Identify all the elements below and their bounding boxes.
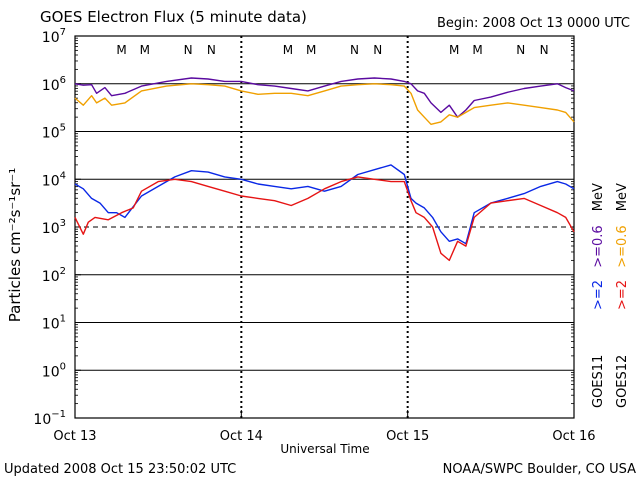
orbit-marker: M [140,43,150,57]
y-tick-label: 100 [42,361,66,380]
orbit-marker: N [540,43,549,57]
x-tick-label: Oct 15 [386,429,429,444]
orbit-marker: N [350,43,359,57]
legend: >=2 >=0.6 MeV >=2 >=0.6 MeV GOES11 GOES1… [591,183,630,408]
legend-unit-2: MeV [615,183,630,211]
series-line-3 [74,176,575,262]
orbit-marker: M [283,43,293,57]
x-axis-label: Universal Time [280,442,369,456]
legend-sat-goes12: GOES12 [615,355,630,408]
y-tick-label: 105 [42,123,66,142]
legend-sat-goes11: GOES11 [591,355,606,408]
x-tick-label: Oct 14 [220,429,263,444]
y-tick-label: 104 [42,170,66,189]
y-tick-label: 106 [42,75,66,94]
y-tick-label: 103 [42,218,66,237]
series-line-1 [74,83,575,126]
legend-goes12-low: >=2 [615,280,630,310]
orbit-marker: M [449,43,459,57]
legend-unit-1: MeV [591,183,606,211]
orbit-marker: N [373,43,382,57]
begin-time: Begin: 2008 Oct 13 0000 UTC [437,16,630,31]
svg-text:>=2 >=0.6 MeV: >=2 >=0.6 MeV [615,183,630,310]
y-tick-label: 101 [42,314,66,333]
orbit-marker: N [516,43,525,57]
y-tick-label: 10−1 [33,409,66,428]
orbit-marker: N [184,43,193,57]
orbit-marker: N [207,43,216,57]
y-axis-label: Particles cm⁻²s⁻¹sr⁻¹ [6,168,24,322]
legend-goes11-low: >=2 [591,280,606,310]
legend-goes11-high: >=0.6 [591,225,606,267]
updated-time: Updated 2008 Oct 15 23:50:02 UTC [4,462,236,477]
series-line-0 [74,77,575,118]
source-credit: NOAA/SWPC Boulder, CO USA [443,462,636,477]
y-axis-ticks: 107 106 105 104 103 102 101 100 10−1 [33,27,574,428]
x-tick-label: Oct 13 [53,429,96,444]
series-line-2 [74,164,575,245]
legend-goes12-high: >=0.6 [615,225,630,267]
orbit-marker: M [472,43,482,57]
orbit-marker: M [306,43,316,57]
series-layer [74,77,575,262]
chart-title: GOES Electron Flux (5 minute data) [40,8,307,26]
x-tick-label: Oct 16 [552,429,595,444]
y-tick-label: 107 [42,27,66,46]
orbit-marker: M [116,43,126,57]
plot-area [74,35,575,419]
x-axis-ticks: Oct 13 Oct 14 Oct 15 Oct 16 [53,410,596,444]
y-tick-label: 102 [42,266,66,285]
svg-text:>=2 >=0.6 MeV: >=2 >=0.6 MeV [591,183,606,310]
